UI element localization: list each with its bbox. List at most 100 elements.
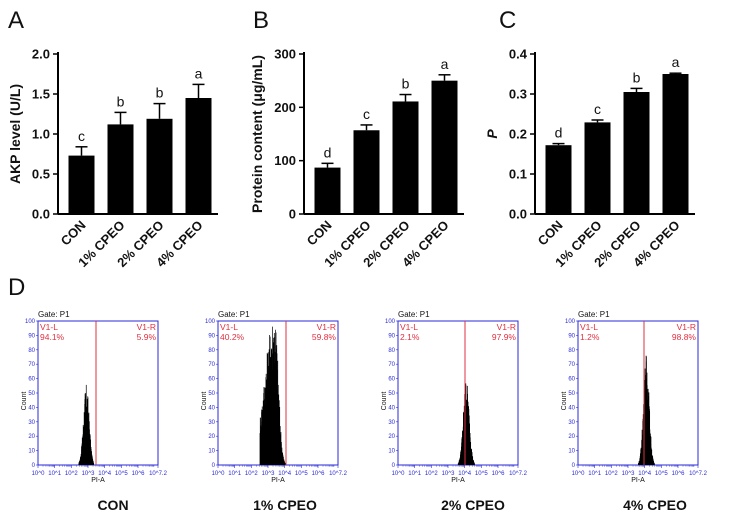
region-left-label: V1-L <box>220 322 238 332</box>
y-tick-label: 0.2 <box>509 127 527 142</box>
x-tick-label: 10^0 <box>32 471 45 477</box>
y-tick-label: 70 <box>208 362 215 368</box>
histogram-title: CON <box>97 497 128 513</box>
x-tick-label: 10^2 <box>245 471 258 477</box>
significance-letter: b <box>117 93 125 109</box>
bar <box>623 92 650 214</box>
x-tick-label: 10^4 <box>458 471 471 477</box>
plot-frame <box>397 320 519 466</box>
x-tick-label: 10^3 <box>82 471 95 477</box>
histogram-1: Gate: P1 0 10 20 30 40 50 60 70 80 90 100 10^0 10^1 10… <box>21 310 168 513</box>
gate-label: Gate: P1 <box>578 310 610 319</box>
y-tick-label: 100 <box>274 153 296 168</box>
gate-label: Gate: P1 <box>218 310 250 319</box>
y-tick-label: 0 <box>32 463 36 469</box>
y-tick-label: 50 <box>388 391 395 397</box>
x-tick-label: 10^6 <box>492 471 505 477</box>
y-tick-label: 10 <box>388 449 395 455</box>
bar <box>392 101 419 214</box>
y-tick-label: 20 <box>388 434 395 440</box>
y-axis-title: Count <box>381 392 388 411</box>
x-tick-label: 10^4 <box>638 471 651 477</box>
category-label: CON <box>58 218 89 249</box>
x-tick-label: 10^1 <box>228 471 241 477</box>
y-tick-label: 30 <box>208 420 215 426</box>
region-left-label: V1-L <box>400 322 418 332</box>
y-tick-label: 20 <box>28 434 35 440</box>
y-tick-label: 40 <box>568 405 575 411</box>
x-tick-label: 10^5 <box>475 471 488 477</box>
category-label: CON <box>304 218 335 249</box>
y-tick-label: 20 <box>208 434 215 440</box>
y-tick-label: 1.5 <box>32 87 50 102</box>
y-tick-label: 90 <box>28 333 35 339</box>
panel-label-d: D <box>8 274 25 301</box>
y-tick-label: 90 <box>568 333 575 339</box>
x-tick-label: 10^7.2 <box>509 471 527 477</box>
x-tick-label: 10^2 <box>425 471 438 477</box>
bar <box>146 118 173 214</box>
x-tick-label: 10^6 <box>312 471 325 477</box>
y-tick-label: 200 <box>274 100 296 115</box>
x-axis-title: PI-A <box>451 477 465 484</box>
y-tick-label: 0.4 <box>509 47 528 62</box>
x-tick-label: 10^6 <box>672 471 685 477</box>
plot-frame <box>37 320 159 466</box>
region-left-label: V1-L <box>580 322 598 332</box>
region-left-label: V1-L <box>40 322 58 332</box>
x-tick-label: 10^6 <box>132 471 145 477</box>
y-tick-label: 10 <box>568 449 575 455</box>
bar <box>107 124 134 214</box>
y-axis-title: AKP level (U/L) <box>7 84 23 184</box>
x-tick-label: 10^1 <box>408 471 421 477</box>
histogram-bars <box>638 355 655 465</box>
significance-letter: b <box>633 69 641 85</box>
significance-letter: b <box>402 76 410 92</box>
y-tick-label: 50 <box>28 391 35 397</box>
x-tick-label: 10^0 <box>392 471 405 477</box>
y-tick-label: 100 <box>565 319 576 325</box>
x-axis-title: PI-A <box>271 477 285 484</box>
bar <box>68 155 95 214</box>
y-axis-title: Count <box>201 392 208 411</box>
gate-label: Gate: P1 <box>38 310 70 319</box>
significance-letter: d <box>324 144 332 160</box>
histogram-title: 1% CPEO <box>253 497 317 513</box>
y-axis-title: P <box>484 129 500 139</box>
histogram-4: Gate: P1 0 10 20 30 40 50 60 70 80 90 100 10^0 10^1 10… <box>561 310 708 513</box>
y-tick-label: 20 <box>568 434 575 440</box>
y-tick-label: 90 <box>208 333 215 339</box>
y-tick-label: 2.0 <box>32 47 50 62</box>
significance-letter: a <box>441 56 449 72</box>
x-axis-title: PI-A <box>91 477 105 484</box>
significance-letter: c <box>594 101 601 117</box>
x-axis-title: PI-A <box>631 477 645 484</box>
region-right-label: V1-R <box>317 322 336 332</box>
x-tick-label: 10^4 <box>98 471 111 477</box>
y-tick-label: 0 <box>289 207 296 222</box>
significance-letter: b <box>156 85 164 101</box>
plot-frame <box>577 320 699 466</box>
x-tick-label: 10^2 <box>65 471 78 477</box>
y-tick-label: 50 <box>568 391 575 397</box>
x-tick-label: 10^4 <box>278 471 291 477</box>
region-right-percent: 98.8% <box>672 332 697 342</box>
y-tick-label: 40 <box>388 405 395 411</box>
x-tick-label: 10^2 <box>605 471 618 477</box>
y-tick-label: 30 <box>568 420 575 426</box>
y-tick-label: 0.0 <box>32 207 50 222</box>
y-tick-label: 30 <box>28 420 35 426</box>
y-tick-label: 80 <box>208 348 215 354</box>
bar <box>353 130 380 214</box>
y-tick-label: 80 <box>568 348 575 354</box>
histogram-bars <box>78 384 95 465</box>
bar <box>185 98 212 214</box>
x-tick-label: 10^5 <box>295 471 308 477</box>
y-tick-label: 0.0 <box>509 207 527 222</box>
x-tick-label: 10^0 <box>572 471 585 477</box>
y-tick-label: 10 <box>208 449 215 455</box>
region-right-label: V1-R <box>497 322 516 332</box>
significance-letter: c <box>78 128 85 144</box>
